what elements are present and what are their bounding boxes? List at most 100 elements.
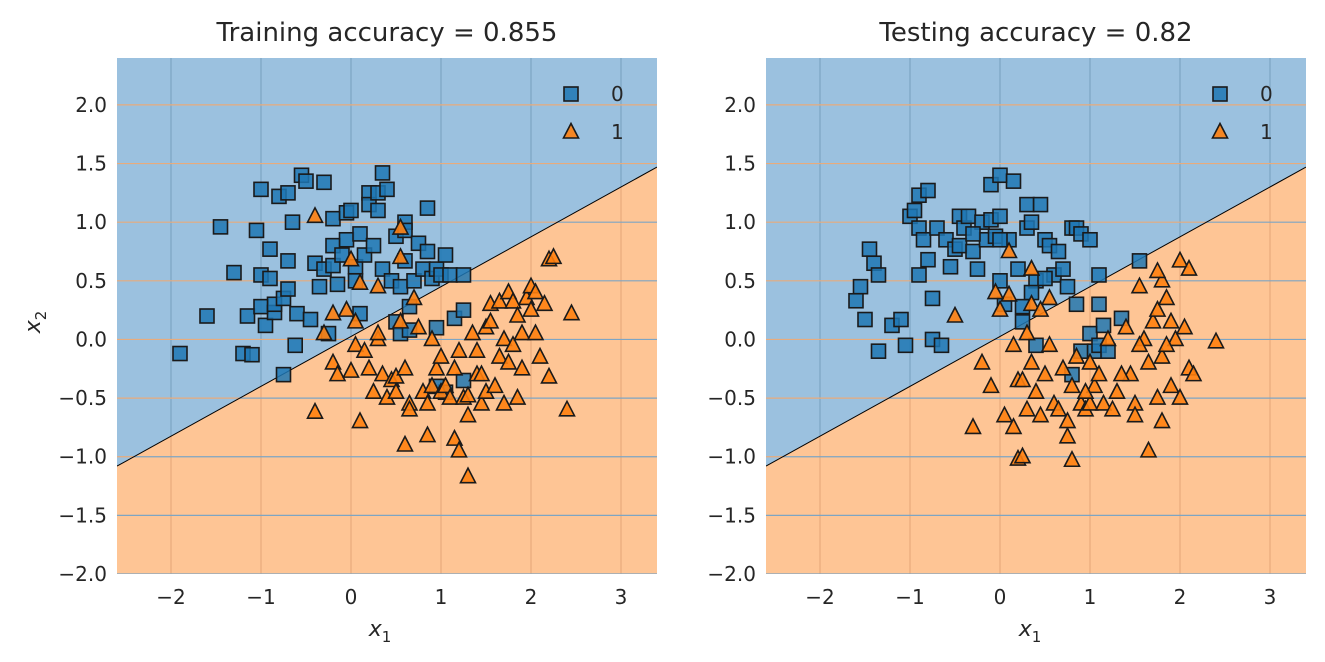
class-0-point [289,305,305,322]
class-1-point [1153,411,1171,429]
class-1-point [369,276,387,294]
y-tick-label: −1.5 [58,503,107,527]
class-0-point [870,267,887,283]
class-1-point [396,358,414,376]
class-0-point [338,231,355,248]
class-0-point [1019,196,1035,213]
class-0-point [329,276,346,293]
class-1-point [459,385,477,403]
class-1-point [1063,450,1081,468]
class-0-point [893,311,909,328]
class-0-point [848,292,864,309]
x-tick-label: 2 [525,585,538,609]
class-1-point [391,247,410,265]
class-0-point [1091,267,1107,283]
class-1-point [1027,381,1045,400]
class-0-point [365,237,382,254]
class-0-point [406,273,422,289]
class-1-point [360,358,378,376]
legend-marker-1 [562,121,580,139]
region-class-1 [117,167,657,574]
class-1-point [1090,364,1108,382]
class-1-point [1148,261,1167,279]
y-tick-label: 0.5 [75,269,107,293]
legend-marker-0 [563,86,579,102]
legend: 01 [562,82,624,144]
class-1-point [1099,329,1117,347]
class-0-point [1059,278,1076,295]
class-1-point [436,376,455,394]
class-0-point [374,261,391,277]
class-0-point [915,231,932,248]
class-1-point [1040,288,1059,306]
x-tick-label: −2 [805,585,834,609]
class-0-point [924,290,941,307]
class-1-point [558,399,576,417]
y-tick-label: 0.5 [724,269,756,293]
class-0-point [929,220,945,236]
legend-marker-1 [1211,121,1229,139]
class-1-point [1067,346,1086,364]
class-0-point [1037,270,1053,287]
y-axis-label-sub: 2 [32,311,50,321]
y-tick-label: 1.0 [724,210,756,234]
x-axis-label-main: x [368,617,383,642]
y-tick-label: −0.5 [707,386,756,410]
y-axis-label: x2 [21,311,50,335]
class-0-point [437,247,454,263]
class-0-point [280,253,296,269]
y-axis-label-main: x [21,319,46,334]
class-0-point [920,251,936,268]
class-1-point [986,282,1005,300]
x-tick-labels: −2 −1 0 1 2 3 [805,585,1276,609]
class-1-point [1018,399,1036,417]
grid [117,58,657,574]
class-1-point [982,376,1000,394]
class-0-point [897,337,914,354]
class-1-point [1081,352,1099,370]
class-0-point [343,202,359,219]
class-1-point [508,305,527,323]
class-1-point [1049,399,1068,417]
class-1-point [472,364,491,382]
class-0-point [1082,231,1098,248]
class-0-point [857,311,873,328]
x-axis-label: x1 [1018,617,1042,646]
y-tick-labels: −2.0 −1.5 −1.0 −0.5 0.0 0.5 1.0 1.5 2.0 [707,93,756,586]
class-1-point [459,405,477,423]
y-tick-label: −2.0 [58,562,107,586]
class-1-point [1117,317,1135,335]
class-1-point [1108,381,1126,400]
class-1-point [486,376,504,394]
region-class-0 [766,58,1306,467]
class-0-point [861,241,878,257]
class-1-point [513,358,531,376]
y-tick-label: 2.0 [75,93,107,117]
class-1-point [1040,335,1059,353]
class-0-point [262,270,278,287]
x-tick-label: 0 [994,585,1007,609]
class-1-point [1148,299,1167,317]
legend: 01 [1211,82,1273,144]
class-0-point [965,243,981,260]
class-0-point [442,267,458,283]
class-1-point [364,381,383,400]
y-tick-label: −1.0 [58,445,107,469]
class-0-point [933,337,950,354]
class-1-point [391,217,410,235]
legend-label-1: 1 [1260,120,1273,144]
class-1-point [540,366,558,384]
class-1-point [1085,376,1104,394]
class-1-point [418,393,437,411]
class-1-point [535,294,554,312]
class-1-point [1013,370,1032,388]
region-class-1 [766,167,1306,574]
class-1-point [373,364,392,382]
class-0-point [253,181,269,198]
class-1-point [1036,364,1054,382]
class-1-point [409,317,428,335]
class-1-point [490,291,509,309]
class-1-point [369,323,387,341]
class-1-point [427,358,446,376]
class-1-point [472,393,491,411]
